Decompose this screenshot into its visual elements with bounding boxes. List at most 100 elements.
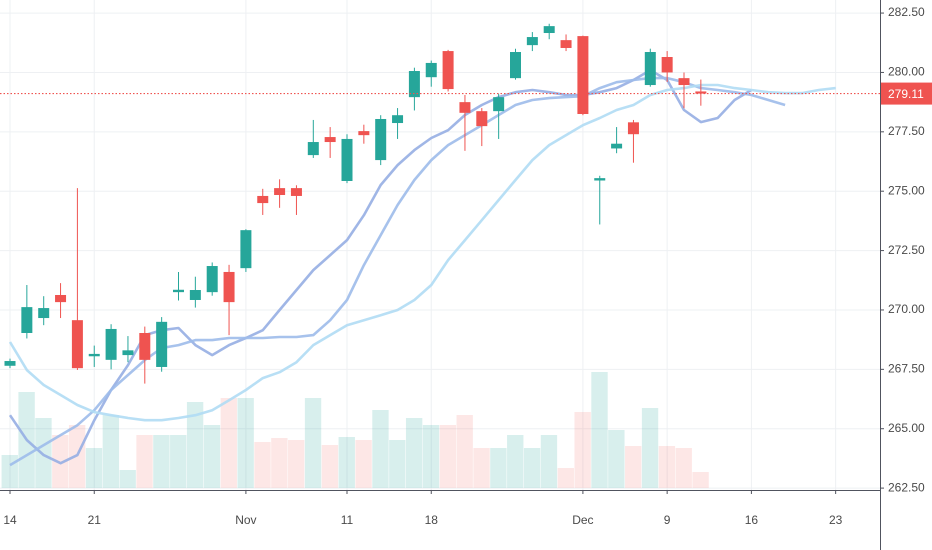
candle-body	[560, 40, 572, 48]
ma-line	[8, 83, 836, 422]
candle-body	[189, 290, 201, 300]
candle-body	[257, 195, 269, 204]
candle-body	[21, 307, 33, 334]
x-tick-label: 11	[341, 513, 354, 527]
volume-bar	[170, 435, 187, 488]
volume-bar	[186, 402, 204, 488]
volume-bar	[456, 415, 473, 488]
candle-body	[510, 52, 521, 79]
volume-bar	[119, 470, 136, 488]
volume-bar	[35, 418, 52, 488]
volume-bar	[85, 448, 103, 488]
volume-bar	[658, 446, 676, 488]
volume-bar	[288, 440, 305, 488]
y-tick-label: 270.00	[888, 302, 925, 316]
volume-bar	[372, 410, 389, 488]
volume-bar	[625, 446, 642, 488]
candle-body	[307, 142, 319, 156]
volume-bar	[608, 430, 625, 488]
candle-body	[425, 62, 437, 78]
candle-body	[442, 51, 454, 90]
volume-bar	[102, 415, 120, 488]
x-tick-label: 21	[88, 513, 102, 527]
volume-bar	[591, 372, 608, 488]
last-price-label: 279.11	[888, 87, 924, 101]
x-tick-label: 23	[829, 513, 843, 527]
candle-body	[341, 138, 353, 181]
candle-body	[577, 36, 589, 115]
volume-bar	[271, 438, 288, 488]
candle-body	[38, 308, 50, 319]
volume-bar	[675, 448, 692, 488]
candle-body	[156, 321, 168, 367]
volume-bar	[422, 425, 440, 488]
candle-body	[358, 131, 370, 136]
y-tick-label: 262.50	[888, 480, 925, 494]
y-tick-label: 265.00	[888, 421, 925, 435]
x-tick-label: Nov	[235, 513, 256, 527]
volume-bar	[507, 435, 524, 488]
volume-bar	[237, 398, 254, 488]
candle-body	[661, 57, 673, 73]
candle-body	[173, 289, 184, 293]
x-tick-label: 16	[745, 513, 759, 527]
ma-layer	[8, 68, 836, 467]
candle-body	[543, 26, 555, 34]
candle-body	[459, 102, 471, 113]
volume-bar	[321, 445, 339, 488]
candle-body	[122, 350, 134, 356]
candle-body	[55, 294, 67, 303]
candle-body	[526, 37, 538, 46]
x-tick-label: 9	[664, 513, 671, 527]
candle-body	[493, 97, 505, 112]
y-tick-label: 277.50	[888, 124, 925, 138]
ma-line	[8, 68, 753, 465]
candle-body	[594, 178, 606, 181]
candle-body	[71, 320, 83, 369]
volume-bar	[389, 440, 406, 488]
volume-bar	[304, 398, 322, 488]
volume-bar	[203, 425, 221, 488]
volume-bar	[153, 435, 170, 488]
volume-bar	[641, 408, 659, 488]
candle-body	[375, 118, 387, 161]
candle-body	[4, 361, 16, 366]
volume-bar	[692, 472, 709, 488]
volume-bar	[439, 425, 457, 488]
candle-body	[408, 71, 420, 98]
volume-bar	[523, 448, 541, 488]
candle-body	[627, 122, 639, 135]
x-tick-label: 18	[425, 513, 439, 527]
y-tick-label: 280.00	[888, 65, 925, 79]
x-tick-label: Dec	[572, 513, 593, 527]
volume-bar	[254, 442, 271, 488]
ma-line	[9, 76, 786, 467]
candle-body	[105, 328, 117, 360]
volume-bar	[1, 455, 18, 488]
volume-bar	[220, 398, 237, 488]
volume-bar	[540, 435, 558, 488]
volume-bar	[338, 437, 355, 488]
candle-body	[392, 115, 404, 124]
volume-bar	[52, 435, 69, 488]
volume-bar	[473, 448, 490, 488]
candle-layer	[0, 23, 880, 384]
y-tick-label: 272.50	[888, 243, 925, 257]
volume-bar	[557, 468, 574, 488]
candle-body	[290, 188, 302, 196]
candle-body	[611, 143, 623, 149]
candle-body	[678, 78, 690, 86]
candle-body	[644, 52, 656, 86]
candle-body	[206, 266, 218, 293]
volume-bar	[490, 448, 507, 488]
candle-body	[274, 188, 286, 196]
volume-bar	[136, 435, 153, 488]
y-tick-label: 275.00	[888, 183, 925, 197]
last-price-tag	[881, 82, 932, 105]
candle-body	[476, 111, 488, 127]
candle-body	[139, 333, 151, 360]
candle-body	[223, 271, 235, 303]
x-tick-label: 14	[3, 513, 17, 527]
